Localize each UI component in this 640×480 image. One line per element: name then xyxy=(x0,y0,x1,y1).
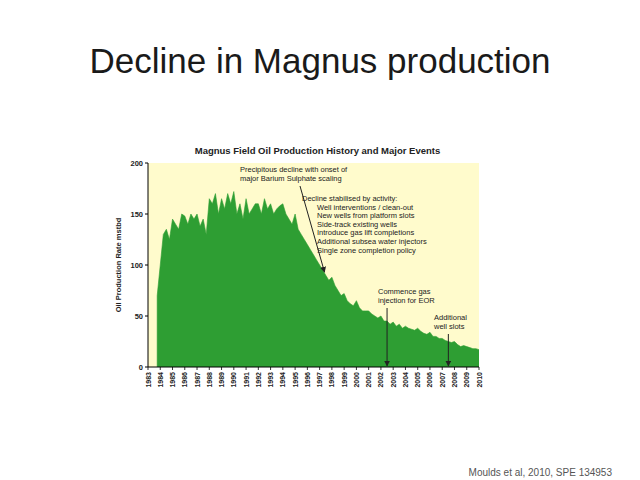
chart-title: Magnus Field Oil Production History and … xyxy=(195,145,440,156)
x-tick xyxy=(295,367,296,370)
plot-marks xyxy=(157,192,479,367)
annotation-arrow xyxy=(387,308,388,366)
x-tick-label: 2003 xyxy=(390,372,397,388)
x-tick xyxy=(282,367,283,370)
x-tick-label: 1990 xyxy=(230,372,237,388)
x-tick xyxy=(479,367,480,370)
x-tick xyxy=(184,367,185,370)
x-tick xyxy=(429,367,430,370)
x-tick-label: 1998 xyxy=(328,372,335,388)
x-tick-label: 1986 xyxy=(181,372,188,388)
x-tick xyxy=(307,367,308,370)
x-tick xyxy=(160,367,161,370)
x-tick-label: 2001 xyxy=(365,372,372,388)
x-tick xyxy=(344,367,345,370)
plot-background xyxy=(148,163,479,367)
y-tick-label: 50 xyxy=(135,312,143,321)
x-tick xyxy=(197,367,198,370)
x-tick-label: 1994 xyxy=(279,372,286,388)
x-tick-label: 2002 xyxy=(377,372,384,388)
x-tick xyxy=(270,367,271,370)
x-tick-label: 1999 xyxy=(341,372,348,388)
x-tick xyxy=(393,367,394,370)
x-tick-label: 1992 xyxy=(255,372,262,388)
x-tick-label: 1993 xyxy=(267,372,274,388)
y-axis-label: Oil Production Rate mstbd xyxy=(114,217,123,312)
y-tick xyxy=(145,163,148,164)
x-tick-label: 2009 xyxy=(463,372,470,388)
x-tick-label: 2004 xyxy=(402,372,409,388)
x-tick xyxy=(356,367,357,370)
y-tick xyxy=(145,265,148,266)
annotation-text: Single zone completion policy xyxy=(317,246,416,255)
x-tick xyxy=(258,367,259,370)
x-tick-label: 1984 xyxy=(157,372,164,388)
x-tick-label: 1991 xyxy=(243,372,250,388)
x-tick-label: 1987 xyxy=(194,372,201,388)
y-tick xyxy=(145,214,148,215)
x-tick-label: 1985 xyxy=(169,372,176,388)
source-note: Moulds et al, 2010, SPE 134953 xyxy=(469,467,613,478)
x-tick xyxy=(209,367,210,370)
x-tick-label: 2008 xyxy=(451,372,458,388)
x-tick-label: 1989 xyxy=(218,372,225,388)
x-tick xyxy=(442,367,443,370)
y-tick-label: 0 xyxy=(139,363,143,372)
x-tick xyxy=(405,367,406,370)
x-tick xyxy=(172,367,173,370)
x-tick-label: 2000 xyxy=(353,372,360,388)
y-tick-label: 150 xyxy=(130,210,143,219)
x-tick-label: 2010 xyxy=(476,372,483,388)
x-tick-label: 2007 xyxy=(439,372,446,388)
y-tick xyxy=(145,316,148,317)
slide: Decline in Magnus production Moulds et al… xyxy=(0,0,640,480)
x-axis-line xyxy=(148,367,479,368)
x-tick xyxy=(319,367,320,370)
x-tick xyxy=(331,367,332,370)
x-tick xyxy=(233,367,234,370)
x-tick xyxy=(246,367,247,370)
x-tick xyxy=(380,367,381,370)
x-tick-label: 1996 xyxy=(304,372,311,388)
x-tick-label: 1997 xyxy=(316,372,323,388)
x-tick xyxy=(221,367,222,370)
y-tick xyxy=(145,367,148,368)
x-tick-label: 2006 xyxy=(426,372,433,388)
annotation-arrow xyxy=(448,334,449,366)
y-tick-label: 100 xyxy=(130,261,143,270)
x-tick-label: 1988 xyxy=(206,372,213,388)
x-tick xyxy=(454,367,455,370)
x-tick-label: 2005 xyxy=(414,372,421,388)
x-tick xyxy=(417,367,418,370)
x-tick xyxy=(466,367,467,370)
annotation-text: well slots xyxy=(433,322,465,331)
annotation-text: injection for EOR xyxy=(378,296,435,305)
x-tick-label: 1983 xyxy=(145,372,152,388)
slide-title: Decline in Magnus production xyxy=(89,41,550,80)
y-tick-label: 200 xyxy=(130,159,143,168)
annotation-text: major Barium Sulphate scaling xyxy=(240,174,342,183)
x-tick xyxy=(148,367,149,370)
production-area xyxy=(157,192,479,367)
x-tick xyxy=(368,367,369,370)
x-tick-label: 1995 xyxy=(292,372,299,388)
